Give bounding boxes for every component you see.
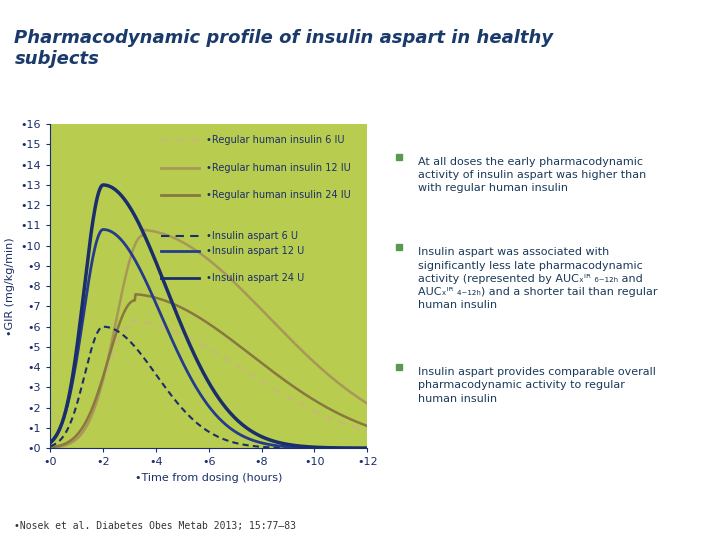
Polygon shape xyxy=(0,216,593,540)
Text: •Nosek et al. Diabetes Obes Metab 2013; 15:77–83: •Nosek et al. Diabetes Obes Metab 2013; … xyxy=(14,522,297,531)
X-axis label: •Time from dosing (hours): •Time from dosing (hours) xyxy=(135,473,282,483)
Text: Insulin aspart provides comparable overall
pharmacodynamic activity to regular
h: Insulin aspart provides comparable overa… xyxy=(418,367,656,403)
Text: Pharmacodynamic profile of insulin aspart in healthy
subjects: Pharmacodynamic profile of insulin aspar… xyxy=(14,29,554,68)
Text: •Insulin aspart 6 U: •Insulin aspart 6 U xyxy=(206,231,297,241)
Text: •Regular human insulin 6 IU: •Regular human insulin 6 IU xyxy=(206,136,344,145)
Text: •Regular human insulin 24 IU: •Regular human insulin 24 IU xyxy=(206,191,351,200)
Text: At all doses the early pharmacodynamic
activity of insulin aspart was higher tha: At all doses the early pharmacodynamic a… xyxy=(418,157,646,193)
Text: Insulin aspart was associated with
significantly less late pharmacodynamic
activ: Insulin aspart was associated with signi… xyxy=(418,247,657,310)
Text: •Insulin aspart 24 U: •Insulin aspart 24 U xyxy=(206,273,304,283)
FancyBboxPatch shape xyxy=(0,0,720,97)
Text: •Regular human insulin 12 IU: •Regular human insulin 12 IU xyxy=(206,163,351,173)
Text: •Insulin aspart 12 U: •Insulin aspart 12 U xyxy=(206,246,304,255)
Y-axis label: •GIR (mg/kg/min): •GIR (mg/kg/min) xyxy=(5,237,15,335)
